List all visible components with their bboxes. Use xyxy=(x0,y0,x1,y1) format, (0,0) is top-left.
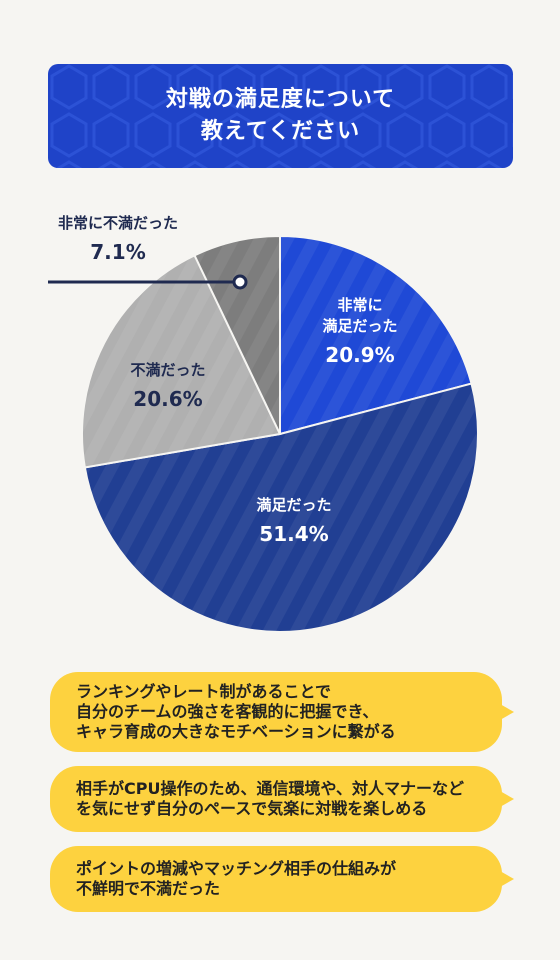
pie-slice-3-texture xyxy=(82,255,280,468)
comment-3-line-2: 不鮮明で不満だった xyxy=(76,879,221,898)
comment-bubble-2: 相手がCPU操作のため、通信環境や、対人マナーなど を気にせず自分のペースで気楽… xyxy=(50,766,502,832)
slice-2-value-label: 51.4% xyxy=(259,522,328,546)
comment-2-line-1: 相手がCPU操作のため、通信環境や、対人マナーなど xyxy=(76,779,464,798)
comment-2-line-2: を気にせず自分のペースで気楽に対戦を楽しめる xyxy=(76,799,428,818)
slice-1-label-line-1: 非常に xyxy=(337,296,382,314)
slice-3-value-label: 20.6% xyxy=(133,387,202,411)
comment-1-line-3: キャラ育成の大きなモチベーションに繋がる xyxy=(76,722,396,741)
question-title-line-1: 対戦の満足度について xyxy=(165,87,396,112)
slice-3-label-line-1: 不満だった xyxy=(130,361,205,379)
slice-4-label-line-1: 非常に不満だった xyxy=(58,214,178,232)
question-banner: 対戦の満足度について 教えてください xyxy=(48,64,513,168)
question-title-line-2: 教えてください xyxy=(200,119,361,144)
comment-1-line-2: 自分のチームの強さを客観的に把握でき、 xyxy=(76,702,379,721)
slice-2-label-line-1: 満足だった xyxy=(256,496,331,514)
slice-4-value-label: 7.1% xyxy=(90,240,145,264)
pie-slice-4-texture xyxy=(194,236,280,434)
comment-1-line-1: ランキングやレート制があることで xyxy=(76,682,332,701)
hexagon-pattern xyxy=(48,64,513,168)
pie-slice-2-texture xyxy=(84,383,479,633)
pie-slice-1-texture xyxy=(280,236,472,434)
comment-3-line-1: ポイントの増減やマッチング相手の仕組みが xyxy=(76,859,397,878)
comment-bubble-3: ポイントの増減やマッチング相手の仕組みが 不鮮明で不満だった xyxy=(50,846,502,912)
slice-1-value-label: 20.9% xyxy=(325,343,394,367)
callout-dot xyxy=(232,274,248,290)
slice-1-label-line-2: 満足だった xyxy=(322,317,397,335)
comment-bubble-1: ランキングやレート制があることで 自分のチームの強さを客観的に把握でき、 キャラ… xyxy=(50,672,502,752)
